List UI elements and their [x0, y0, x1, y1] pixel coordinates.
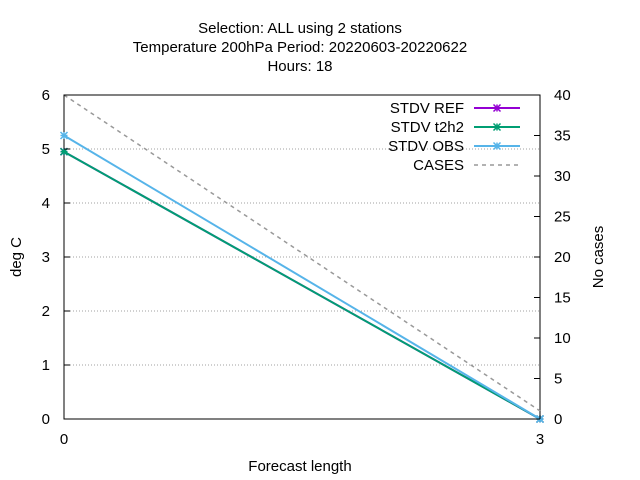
series-cases	[63, 94, 541, 412]
y2-tick-label: 30	[554, 168, 571, 185]
series-line-cases	[63, 94, 541, 412]
y-tick-label: 0	[42, 411, 50, 428]
y2-tick-label: 0	[554, 411, 562, 428]
y2-tick-label: 20	[554, 249, 571, 266]
chart-title: Selection: ALL using 2 stations Temperat…	[133, 20, 467, 75]
y2-tick-label: 10	[554, 330, 571, 347]
series-line-stdv-obs	[63, 134, 541, 420]
y2-tick-label: 35	[554, 128, 571, 145]
x-axis-label: Forecast length	[248, 458, 351, 475]
legend-item-cases: CASES	[413, 157, 520, 174]
legend-item-stdv-t2h2: STDV t2h2	[391, 119, 520, 136]
x-tick-label: 3	[536, 431, 544, 448]
y-tick-label: 6	[42, 87, 50, 104]
y2-tick-label: 15	[554, 290, 571, 307]
legend-marker	[492, 141, 502, 151]
y-tick-label: 1	[42, 357, 50, 374]
legend-marker	[492, 122, 502, 132]
y-tick-label: 4	[42, 195, 50, 212]
y-axis-ticks: 0 1 2 3 4 5 6	[42, 87, 70, 428]
y2-tick-label: 5	[554, 371, 562, 388]
y-tick-label: 3	[42, 249, 50, 266]
title-line-2: Temperature 200hPa Period: 20220603-2022…	[133, 39, 467, 56]
legend-item-stdv-obs: STDV OBS	[388, 138, 520, 155]
title-line-3: Hours: 18	[267, 58, 332, 75]
y-axis-label: deg C	[8, 237, 25, 277]
title-line-1: Selection: ALL using 2 stations	[198, 20, 402, 37]
legend: STDV REF STDV t2h2 STDV OBS CASES	[388, 100, 520, 174]
legend-label: CASES	[413, 157, 464, 174]
data-point-stdv-obs	[59, 131, 69, 140]
legend-label: STDV t2h2	[391, 119, 464, 136]
series-stdv-obs	[59, 131, 545, 424]
y2-axis-label: No cases	[590, 226, 607, 289]
x-tick-label: 0	[60, 431, 68, 448]
y-tick-label: 5	[42, 141, 50, 158]
legend-marker	[492, 103, 502, 113]
legend-label: STDV OBS	[388, 138, 464, 155]
legend-item-stdv-ref: STDV REF	[390, 100, 520, 117]
series-line-stdv-t2h2	[63, 150, 541, 420]
series-layer	[59, 94, 545, 424]
y2-axis-ticks: 0 5 10 15 20 25 30 35 40	[534, 87, 571, 428]
series-stdv-t2h2	[59, 147, 545, 424]
y2-tick-label: 40	[554, 87, 571, 104]
grid	[64, 148, 540, 366]
y2-tick-label: 25	[554, 209, 571, 226]
y-tick-label: 2	[42, 303, 50, 320]
legend-label: STDV REF	[390, 100, 464, 117]
